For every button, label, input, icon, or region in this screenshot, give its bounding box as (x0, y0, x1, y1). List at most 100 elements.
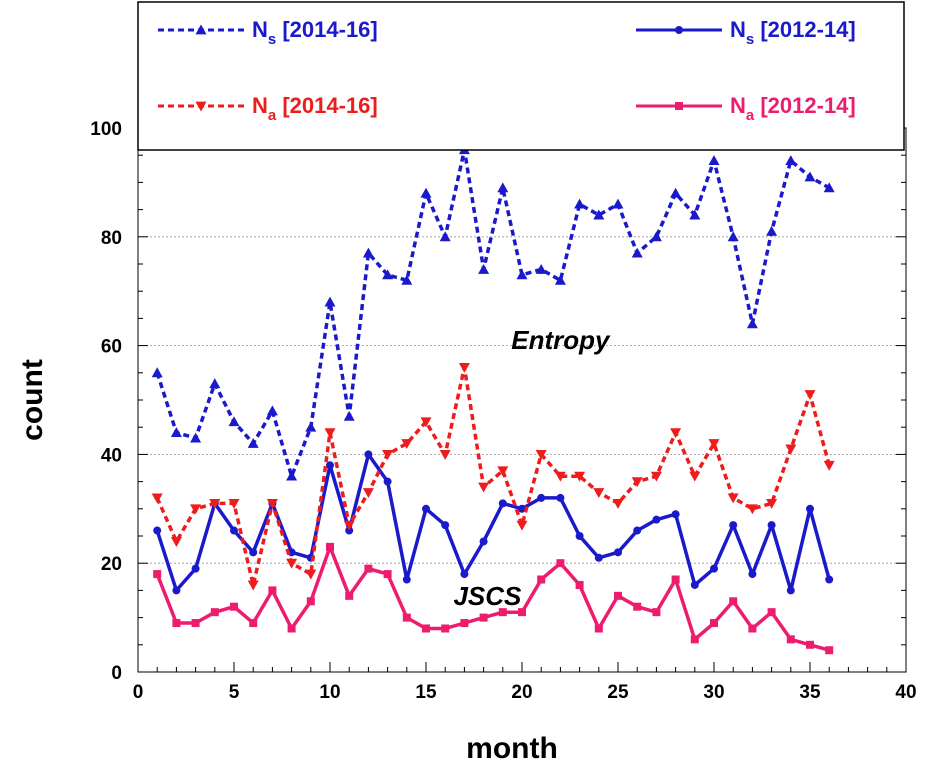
data-point (537, 575, 546, 584)
data-point (633, 602, 642, 611)
data-point (574, 471, 586, 482)
data-point (633, 526, 642, 535)
data-point (670, 187, 682, 198)
series-line (155, 148, 831, 478)
data-point (247, 438, 259, 448)
data-point (170, 537, 182, 547)
data-point (286, 558, 298, 569)
data-point (441, 521, 450, 530)
data-point (402, 575, 411, 584)
data-point (460, 619, 469, 628)
data-point (786, 635, 795, 644)
data-point (650, 231, 662, 242)
y-tick-label: 100 (90, 119, 122, 140)
data-point (746, 504, 758, 515)
data-point (401, 439, 413, 450)
data-point (195, 24, 207, 35)
data-point (247, 580, 259, 591)
data-point (172, 619, 181, 628)
data-point (652, 515, 661, 524)
data-point (382, 450, 394, 460)
y-tick-label: 40 (101, 445, 122, 466)
data-point (556, 493, 565, 502)
x-tick-label: 30 (703, 682, 724, 703)
data-point (324, 428, 336, 439)
data-point (497, 466, 509, 477)
tick-labels: 0 20 40 60 80 100 0 5 10 15 20 25 30 35 40 (90, 119, 916, 703)
y-tick-label: 0 (111, 663, 122, 684)
data-point (631, 477, 643, 488)
data-point (497, 182, 509, 193)
data-point (670, 428, 682, 439)
data-point (766, 225, 778, 236)
data-point (594, 553, 603, 562)
data-point (439, 231, 451, 242)
y-tick-label: 20 (101, 554, 122, 575)
data-point (191, 564, 200, 573)
data-point (556, 559, 565, 568)
data-point (518, 608, 526, 617)
data-point (209, 378, 221, 389)
data-point (823, 460, 835, 471)
x-tick-label: 40 (895, 682, 916, 703)
data-point (210, 608, 219, 617)
data-point (825, 646, 834, 655)
data-point (554, 471, 566, 482)
series-line (155, 365, 831, 587)
data-point (249, 619, 258, 628)
data-point (479, 537, 488, 546)
data-point (652, 608, 661, 617)
data-point (806, 640, 814, 649)
legend: Ns [2014-16] Ns [2012-14] Na [2014-16] Na [… (137, 1, 905, 151)
data-point (383, 570, 392, 579)
x-tick-label: 20 (511, 682, 532, 703)
data-point (675, 26, 683, 34)
data-point (689, 471, 701, 482)
data-point (420, 417, 432, 428)
data-point (326, 542, 334, 551)
data-point (266, 405, 278, 416)
annotation-label: JSCS (453, 581, 522, 611)
data-point (785, 444, 797, 455)
data-point (575, 532, 584, 540)
data-point (305, 421, 317, 432)
data-point (708, 439, 720, 450)
annotations: Entropy JSCS (453, 325, 611, 611)
legend-item-1: Ns [2012-14] (636, 17, 856, 48)
data-point (230, 526, 238, 535)
legend-label: Ns [2014-16] (252, 17, 378, 48)
legend-box (137, 1, 905, 151)
data-point (535, 450, 547, 460)
legend-label: Na [2012-14] (730, 93, 856, 124)
x-tick-label: 35 (799, 682, 821, 703)
data-point (806, 504, 814, 513)
data-point (478, 263, 490, 274)
data-point (460, 570, 469, 579)
data-point (593, 209, 605, 220)
data-point (195, 101, 207, 112)
data-point (537, 493, 546, 502)
data-point (362, 247, 374, 258)
data-point (287, 624, 296, 633)
series-layer (151, 144, 835, 655)
grid-lines (138, 236, 906, 564)
data-point (151, 493, 163, 504)
legend-item-3: Na [2012-14] (636, 93, 856, 124)
data-point (228, 498, 240, 509)
y-axis-title: count (16, 359, 49, 441)
data-point (614, 548, 622, 557)
data-point (420, 187, 432, 198)
data-point (671, 575, 680, 584)
data-point (729, 597, 738, 606)
annotation-label: Entropy (511, 325, 611, 355)
data-point (574, 198, 586, 209)
x-tick-label: 15 (415, 682, 437, 703)
data-point (767, 608, 776, 617)
data-point (516, 520, 528, 531)
data-point (727, 493, 739, 504)
data-point (689, 209, 701, 220)
data-point (690, 580, 699, 589)
series-2 (151, 362, 835, 591)
data-point (230, 602, 238, 611)
legend-item-2: Na [2014-16] (158, 93, 378, 124)
